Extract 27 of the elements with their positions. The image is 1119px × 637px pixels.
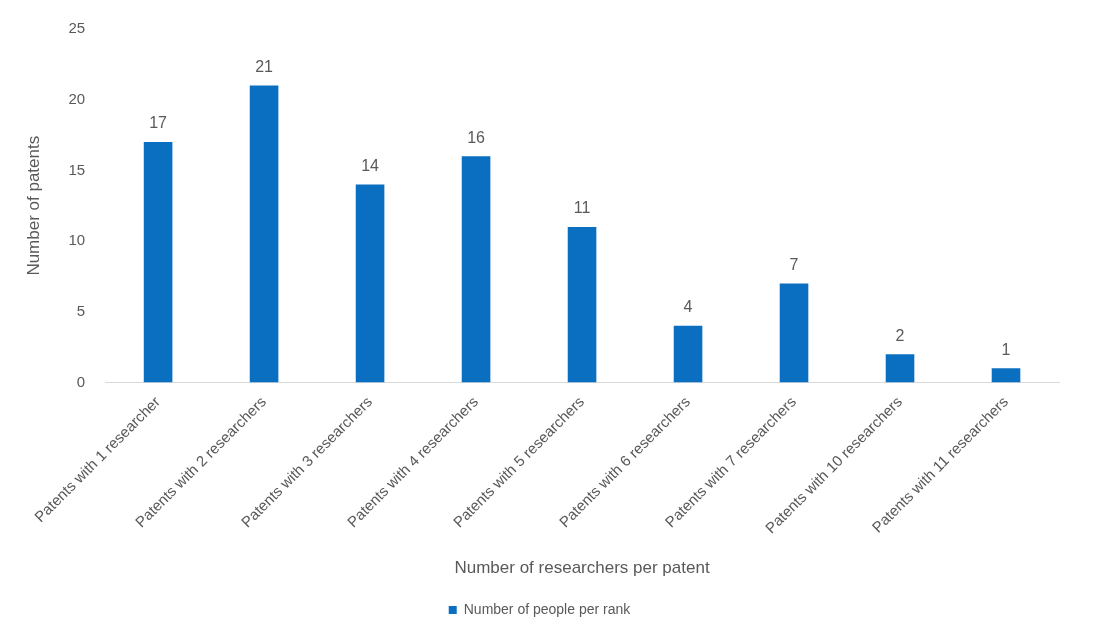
data-label: 11 [573, 199, 591, 217]
data-label: 17 [149, 114, 168, 132]
bar [673, 325, 703, 383]
data-label: 4 [683, 298, 693, 316]
bar [991, 368, 1021, 383]
x-axis-title: Number of researchers per patent [454, 558, 710, 578]
y-tick-label: 20 [68, 89, 86, 107]
bar [249, 85, 279, 383]
data-label: 7 [789, 255, 799, 273]
data-label: 16 [467, 128, 486, 146]
y-tick-label: 5 [76, 301, 86, 319]
bar [885, 354, 915, 383]
legend-label: Number of people per rank [463, 600, 632, 617]
bar [461, 156, 491, 383]
data-label: 14 [361, 156, 380, 174]
y-tick-label: 25 [68, 19, 86, 37]
data-label: 21 [255, 57, 274, 75]
data-label: 2 [895, 326, 905, 344]
y-tick-label: 10 [68, 231, 86, 249]
y-tick-label: 15 [68, 160, 86, 178]
bar [779, 283, 809, 383]
y-axis-title: Number of patents [23, 135, 43, 276]
y-tick-label: 0 [76, 372, 86, 390]
bar [567, 226, 597, 383]
bar [143, 142, 173, 383]
bar [355, 184, 385, 383]
data-label: 1 [1001, 340, 1011, 358]
